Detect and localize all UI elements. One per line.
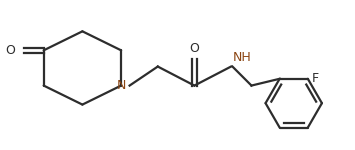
Text: O: O: [6, 44, 16, 57]
Text: O: O: [190, 42, 200, 55]
Text: N: N: [116, 79, 126, 92]
Text: F: F: [312, 72, 319, 85]
Text: NH: NH: [233, 51, 251, 64]
